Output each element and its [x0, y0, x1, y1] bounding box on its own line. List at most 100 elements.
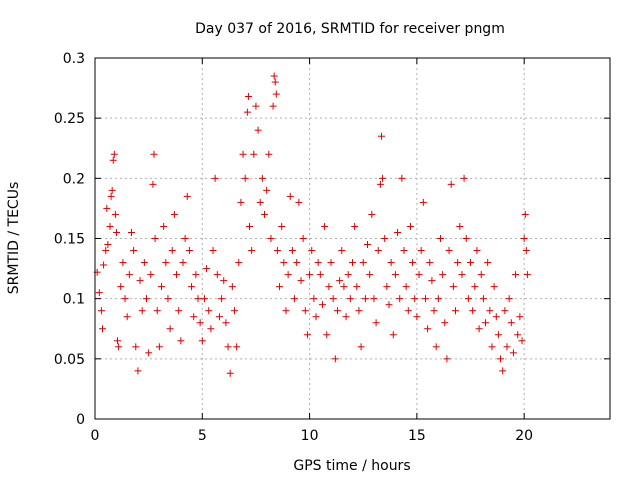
data-point: [215, 313, 223, 321]
data-point: [329, 295, 337, 303]
data-point: [109, 156, 117, 164]
data-point: [424, 325, 432, 333]
data-point: [127, 228, 135, 236]
data-point: [327, 259, 335, 267]
y-tick-label: 0.2: [63, 171, 85, 187]
data-point: [112, 228, 120, 236]
data-point: [166, 325, 174, 333]
data-point: [469, 307, 477, 315]
data-point: [428, 277, 436, 285]
data-point: [95, 289, 103, 297]
data-point: [507, 319, 515, 327]
data-point: [205, 307, 213, 315]
data-point: [222, 319, 230, 327]
data-point: [512, 271, 520, 279]
data-point: [177, 337, 185, 345]
data-point: [299, 235, 307, 242]
data-point: [102, 247, 110, 255]
data-point: [203, 265, 211, 273]
data-point: [387, 259, 395, 267]
data-point: [278, 222, 286, 230]
data-point: [192, 271, 200, 279]
data-point: [168, 247, 176, 255]
data-point: [484, 259, 492, 267]
data-point: [357, 343, 365, 351]
data-point: [233, 343, 241, 351]
data-point: [108, 186, 116, 194]
data-point: [364, 241, 372, 249]
data-point: [110, 150, 118, 158]
data-point: [432, 343, 440, 351]
data-point: [323, 331, 331, 339]
data-point: [486, 307, 494, 315]
data-point: [140, 259, 148, 267]
data-point: [409, 259, 417, 267]
data-point: [385, 301, 393, 309]
data-point: [520, 235, 528, 242]
data-point: [162, 259, 170, 267]
data-point: [325, 283, 333, 291]
data-point: [143, 295, 150, 303]
data-point: [164, 295, 172, 303]
data-point: [441, 319, 449, 327]
data-point: [417, 247, 425, 255]
data-point: [460, 174, 468, 182]
data-point: [494, 331, 502, 339]
x-tick-label: 15: [408, 428, 426, 444]
data-point: [454, 259, 462, 267]
data-point: [293, 259, 301, 267]
data-point: [149, 180, 157, 188]
data-point: [125, 271, 133, 279]
data-point: [265, 150, 273, 158]
data-point: [464, 295, 472, 303]
x-axis-label: GPS time / hours: [293, 458, 410, 474]
data-point: [244, 93, 252, 101]
y-tick-label: 0.25: [54, 111, 85, 127]
data-point: [421, 295, 429, 303]
data-point: [359, 259, 367, 267]
data-point: [218, 295, 226, 303]
data-point: [147, 271, 155, 279]
data-point: [514, 331, 522, 339]
data-point: [160, 222, 168, 230]
data-point: [447, 180, 455, 188]
data-point: [396, 295, 404, 303]
data-point: [211, 174, 219, 182]
data-point: [213, 271, 221, 279]
data-point: [224, 343, 232, 351]
data-point: [404, 307, 412, 315]
data-point: [449, 283, 457, 291]
data-point: [106, 222, 114, 230]
data-point: [130, 247, 138, 255]
data-point: [151, 235, 159, 242]
data-point: [155, 343, 163, 351]
data-point: [411, 295, 419, 303]
data-point: [346, 295, 354, 303]
data-point: [497, 355, 505, 363]
data-point: [383, 283, 391, 291]
data-point: [452, 307, 459, 315]
data-point: [301, 307, 309, 315]
data-point: [310, 295, 318, 303]
data-point: [237, 198, 245, 206]
data-point: [134, 367, 142, 375]
data-point: [107, 192, 115, 200]
data-point: [458, 271, 466, 279]
data-point: [436, 235, 444, 242]
data-point: [271, 78, 279, 86]
data-point: [413, 313, 421, 321]
data-point: [398, 174, 406, 182]
data-point: [119, 259, 127, 267]
data-point: [394, 228, 402, 236]
data-point: [488, 343, 496, 351]
data-point: [175, 307, 183, 315]
y-axis-label: SRMTID / TECUs: [6, 182, 22, 295]
data-point: [467, 259, 475, 267]
data-point: [209, 247, 217, 255]
data-point: [321, 222, 329, 230]
data-point: [190, 313, 198, 321]
data-point: [228, 283, 236, 291]
data-point: [153, 307, 161, 315]
data-points: [93, 72, 531, 377]
